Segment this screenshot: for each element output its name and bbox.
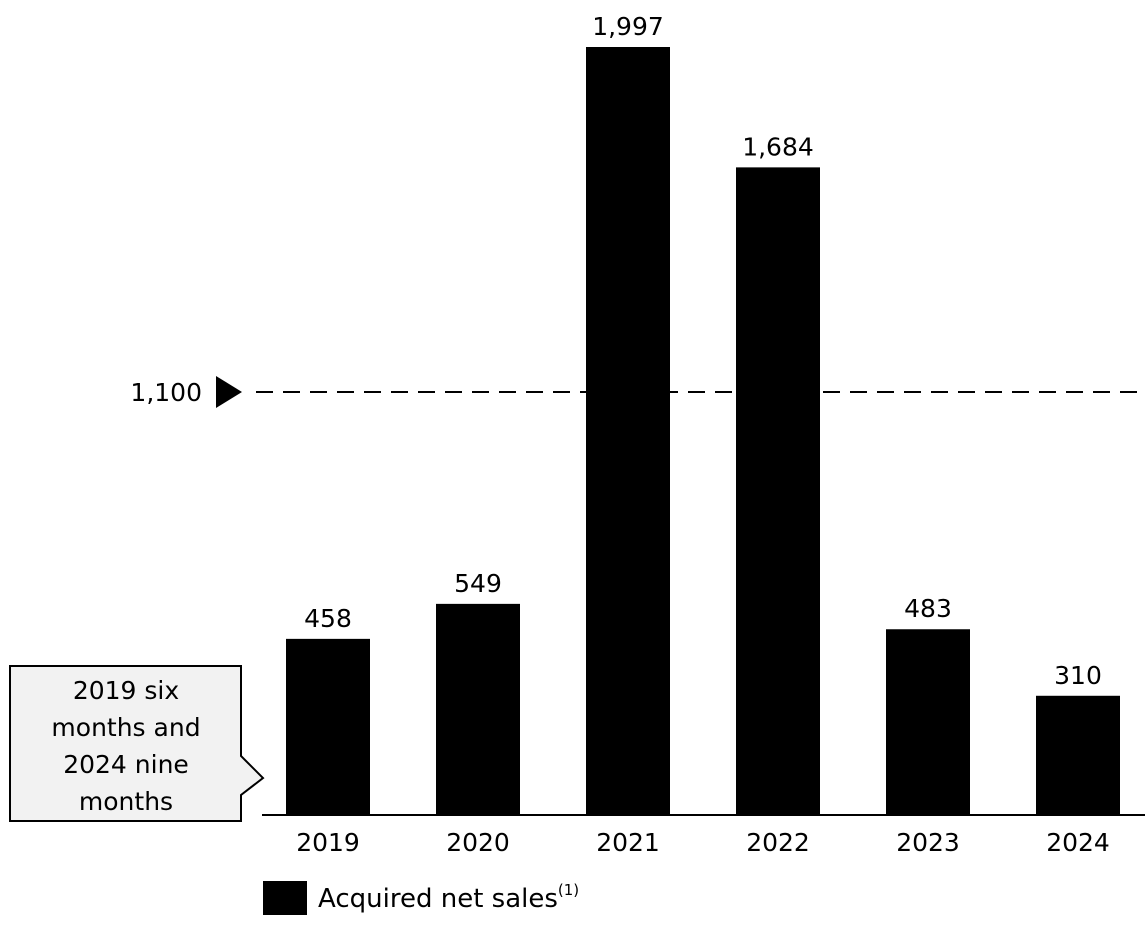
bar-2023	[886, 629, 970, 815]
callout-line-3: 2024 nine	[63, 750, 189, 779]
reference-line-label: 1,100	[130, 378, 202, 407]
legend-swatch-box	[263, 881, 307, 915]
reference-arrow-icon	[216, 375, 242, 408]
value-label-2024: 310	[1054, 661, 1102, 690]
bar-2020	[436, 603, 520, 815]
value-label-2022: 1,684	[742, 132, 814, 161]
bar-2024	[1036, 695, 1120, 815]
x-tick-label-2022: 2022	[746, 828, 810, 857]
x-tick-label-2020: 2020	[446, 828, 510, 857]
legend-label-text: Acquired net sales	[318, 884, 558, 914]
callout-line-2: months and	[51, 713, 200, 742]
x-tick-label-2024: 2024	[1046, 828, 1110, 857]
value-label-2021: 1,997	[592, 12, 664, 41]
bar-2021	[586, 47, 670, 815]
x-tick-label-2019: 2019	[296, 828, 360, 857]
x-tick-label-2023: 2023	[896, 828, 960, 857]
bar-2022	[736, 167, 820, 815]
x-tick-label-2021: 2021	[596, 828, 660, 857]
legend-label: Acquired net sales(1)	[318, 881, 579, 914]
callout-line-1: 2019 six	[73, 676, 179, 705]
callout-line-4: months	[79, 787, 173, 816]
callout: 2019 six months and 2024 nine months	[9, 665, 265, 822]
value-label-2019: 458	[304, 604, 352, 633]
bar-2019	[286, 638, 370, 815]
reference-line-group: 1,100	[130, 375, 1145, 408]
callout-box	[9, 665, 265, 822]
value-label-2023: 483	[904, 594, 952, 623]
legend: Acquired net sales(1)	[263, 881, 579, 915]
legend-superscript: (1)	[558, 881, 579, 899]
bars-layer: 458 2019 549 2020 1,997 2021 1,684 2022 483 2023 3…	[286, 12, 1120, 857]
value-label-2020: 549	[454, 569, 502, 598]
